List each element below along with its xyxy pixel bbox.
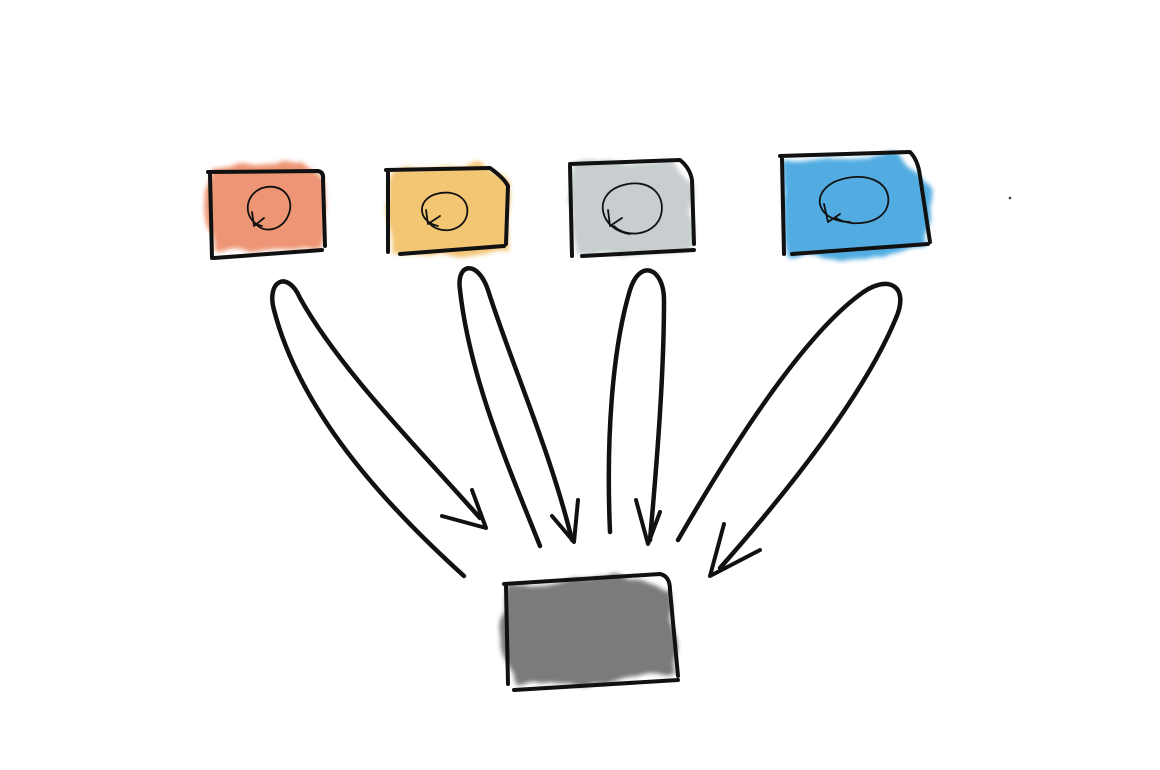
- source-box-1-outline: [206, 169, 327, 260]
- source-box-1-fill: [204, 160, 324, 254]
- refresh-icon: [246, 185, 292, 231]
- source-box-4-outline: [778, 150, 932, 256]
- source-box-3: [568, 158, 696, 258]
- refresh-icon: [421, 191, 469, 232]
- source-box-4: [778, 150, 932, 260]
- refresh-icon: [818, 176, 890, 225]
- source-box-4-fill: [784, 154, 930, 260]
- source-box-3-fill: [568, 162, 694, 256]
- source-box-2-fill: [386, 164, 512, 258]
- source-box-2-outline: [384, 166, 510, 256]
- arrow-4: [675, 281, 903, 578]
- arrow-1: [270, 279, 488, 579]
- source-box-1: [204, 160, 327, 260]
- stray-mark: [1008, 196, 1012, 200]
- target-box-fill: [498, 576, 676, 684]
- arrow-3: [606, 268, 667, 546]
- target-box-outline: [502, 572, 680, 692]
- arrow-2: [457, 266, 580, 549]
- refresh-icon: [601, 182, 663, 235]
- target-box: [498, 572, 680, 692]
- source-box-2: [384, 164, 512, 258]
- source-box-3-outline: [568, 158, 696, 258]
